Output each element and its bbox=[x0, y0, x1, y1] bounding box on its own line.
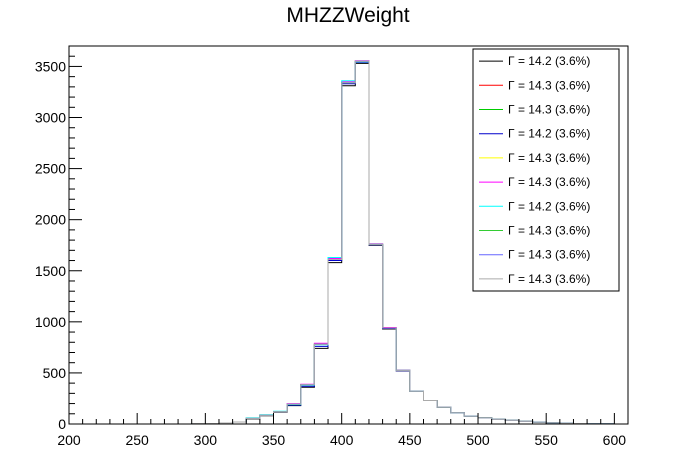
legend-label: Γ = 14.3 (3.6%) bbox=[508, 78, 590, 92]
plot-frame bbox=[68, 45, 629, 425]
y-tick-label: 2500 bbox=[35, 161, 66, 177]
axes-layer: 200 250 300 350 400 450 500 550 600 0 500 1000 1500 2… bbox=[35, 45, 629, 448]
y-tick-label: 1000 bbox=[35, 314, 66, 330]
x-tick-label: 600 bbox=[603, 432, 627, 448]
y-tick-label: 1500 bbox=[35, 263, 66, 279]
y-tick-label: 3000 bbox=[35, 110, 66, 126]
y-tick-label: 3500 bbox=[35, 58, 66, 74]
legend-label: Γ = 14.3 (3.6%) bbox=[508, 224, 590, 238]
legend-label: Γ = 14.3 (3.6%) bbox=[508, 103, 590, 117]
x-tick-label: 300 bbox=[194, 432, 218, 448]
x-tick-label: 200 bbox=[57, 432, 81, 448]
y-tick-label: 0 bbox=[58, 416, 66, 432]
x-tick-label: 500 bbox=[466, 432, 490, 448]
legend-label: Γ = 14.2 (3.6%) bbox=[508, 199, 590, 213]
y-tick-label: 500 bbox=[43, 365, 67, 381]
y-tick-label: 2000 bbox=[35, 212, 66, 228]
legend-label: Γ = 14.2 (3.6%) bbox=[508, 54, 590, 68]
x-tick-label: 550 bbox=[535, 432, 559, 448]
legend-label: Γ = 14.2 (3.6%) bbox=[508, 127, 590, 141]
legend-label: Γ = 14.3 (3.6%) bbox=[508, 248, 590, 262]
x-tick-label: 350 bbox=[262, 432, 286, 448]
legend-label: Γ = 14.3 (3.6%) bbox=[508, 175, 590, 189]
legend-box bbox=[472, 48, 620, 292]
x-tick-label: 400 bbox=[330, 432, 354, 448]
x-tick-label: 450 bbox=[398, 432, 422, 448]
legend-label: Γ = 14.3 (3.6%) bbox=[508, 272, 590, 286]
legend: Γ = 14.2 (3.6%) Γ = 14.3 (3.6%) Γ = 14.3 (… bbox=[472, 48, 620, 292]
x-tick-label: 250 bbox=[125, 432, 149, 448]
legend-label: Γ = 14.3 (3.6%) bbox=[508, 151, 590, 165]
chart-title: MHZZWeight bbox=[286, 4, 410, 27]
